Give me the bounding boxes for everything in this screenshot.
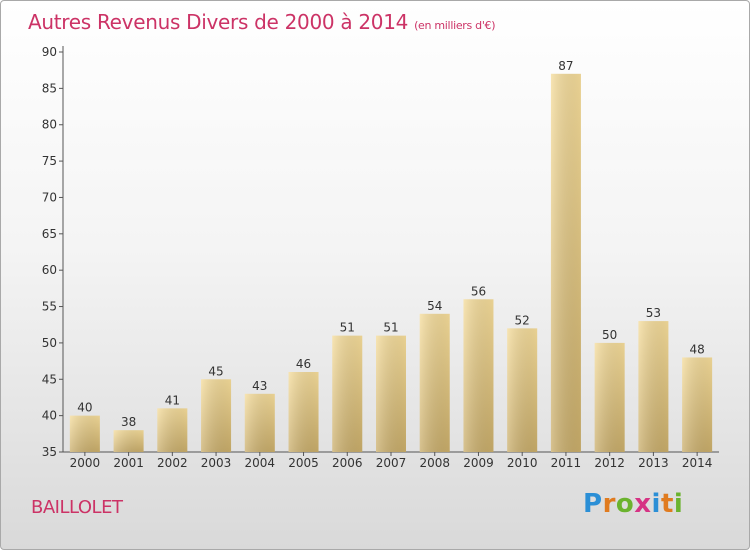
bar-value-label: 54 — [427, 299, 442, 313]
y-tick-label: 40 — [42, 409, 57, 423]
y-tick-label: 70 — [42, 190, 57, 204]
bar-value-label: 40 — [77, 401, 92, 415]
y-tick-label: 50 — [42, 336, 57, 350]
logo-letter: t — [660, 489, 674, 519]
x-tick-label: 2014 — [682, 456, 713, 470]
logo-letter: x — [634, 489, 652, 519]
y-tick-label: 80 — [42, 118, 57, 132]
x-tick-label: 2010 — [507, 456, 538, 470]
y-tick-label: 35 — [42, 445, 57, 459]
bar-value-label: 43 — [252, 379, 267, 393]
bar-shade — [332, 335, 363, 452]
bar-value-label: 87 — [558, 59, 573, 73]
bar-value-label: 53 — [646, 306, 661, 320]
bar-shade — [419, 313, 450, 452]
y-tick-label: 75 — [42, 154, 57, 168]
bar-value-label: 51 — [340, 321, 355, 335]
x-tick-label: 2008 — [419, 456, 450, 470]
commune-name: BAILLOLET — [31, 497, 123, 518]
logo-letter: i — [673, 489, 684, 519]
title-text: Autres Revenus Divers de 2000 à 2014 — [28, 10, 409, 34]
logo-letter: o — [615, 489, 635, 519]
x-tick-label: 2005 — [288, 456, 319, 470]
x-tick-label: 2003 — [201, 456, 232, 470]
title-unit: (en milliers d'€) — [414, 19, 496, 32]
bar-value-label: 45 — [208, 364, 223, 378]
bar-value-label: 46 — [296, 357, 311, 371]
x-tick-label: 2006 — [332, 456, 363, 470]
bar-shade — [507, 328, 538, 452]
y-tick-label: 55 — [42, 300, 57, 314]
bar-shade — [244, 393, 275, 452]
bar-shade — [682, 357, 713, 452]
y-tick-label: 85 — [42, 81, 57, 95]
proxiti-logo: Proxiti — [583, 489, 683, 519]
bar-shade — [113, 430, 144, 452]
x-tick-label: 2013 — [638, 456, 669, 470]
bar-shade — [550, 73, 581, 453]
bar-value-label: 52 — [515, 313, 530, 327]
bar-value-label: 51 — [383, 321, 398, 335]
x-tick-label: 2007 — [376, 456, 407, 470]
logo-letter: i — [651, 489, 661, 519]
x-tick-label: 2000 — [70, 456, 101, 470]
x-tick-label: 2012 — [594, 456, 625, 470]
x-tick-label: 2009 — [463, 456, 494, 470]
y-tick-label: 60 — [42, 263, 57, 277]
x-tick-label: 2002 — [157, 456, 188, 470]
bar-shade — [376, 335, 406, 452]
bar-shade — [638, 321, 669, 452]
bar-shade — [157, 408, 188, 452]
bar-value-label: 38 — [121, 415, 136, 429]
bar-value-label: 48 — [689, 342, 704, 356]
y-tick-label: 90 — [42, 45, 57, 59]
bar-value-label: 41 — [165, 393, 180, 407]
bar-value-label: 56 — [471, 284, 486, 298]
x-tick-label: 2011 — [551, 456, 582, 470]
bar-shade — [201, 379, 232, 452]
logo-letter: P — [583, 489, 603, 519]
x-tick-label: 2001 — [113, 456, 144, 470]
bar-shade — [594, 342, 625, 452]
y-tick-label: 65 — [42, 227, 57, 241]
bar-value-label: 50 — [602, 328, 617, 342]
chart-title: Autres Revenus Divers de 2000 à 2014 (en … — [28, 10, 496, 34]
logo-letter: r — [602, 489, 616, 519]
y-tick-label: 45 — [42, 372, 57, 386]
bar-shade — [288, 372, 319, 452]
x-tick-label: 2004 — [245, 456, 276, 470]
bar-shade — [69, 415, 100, 452]
bar-shade — [463, 299, 494, 452]
